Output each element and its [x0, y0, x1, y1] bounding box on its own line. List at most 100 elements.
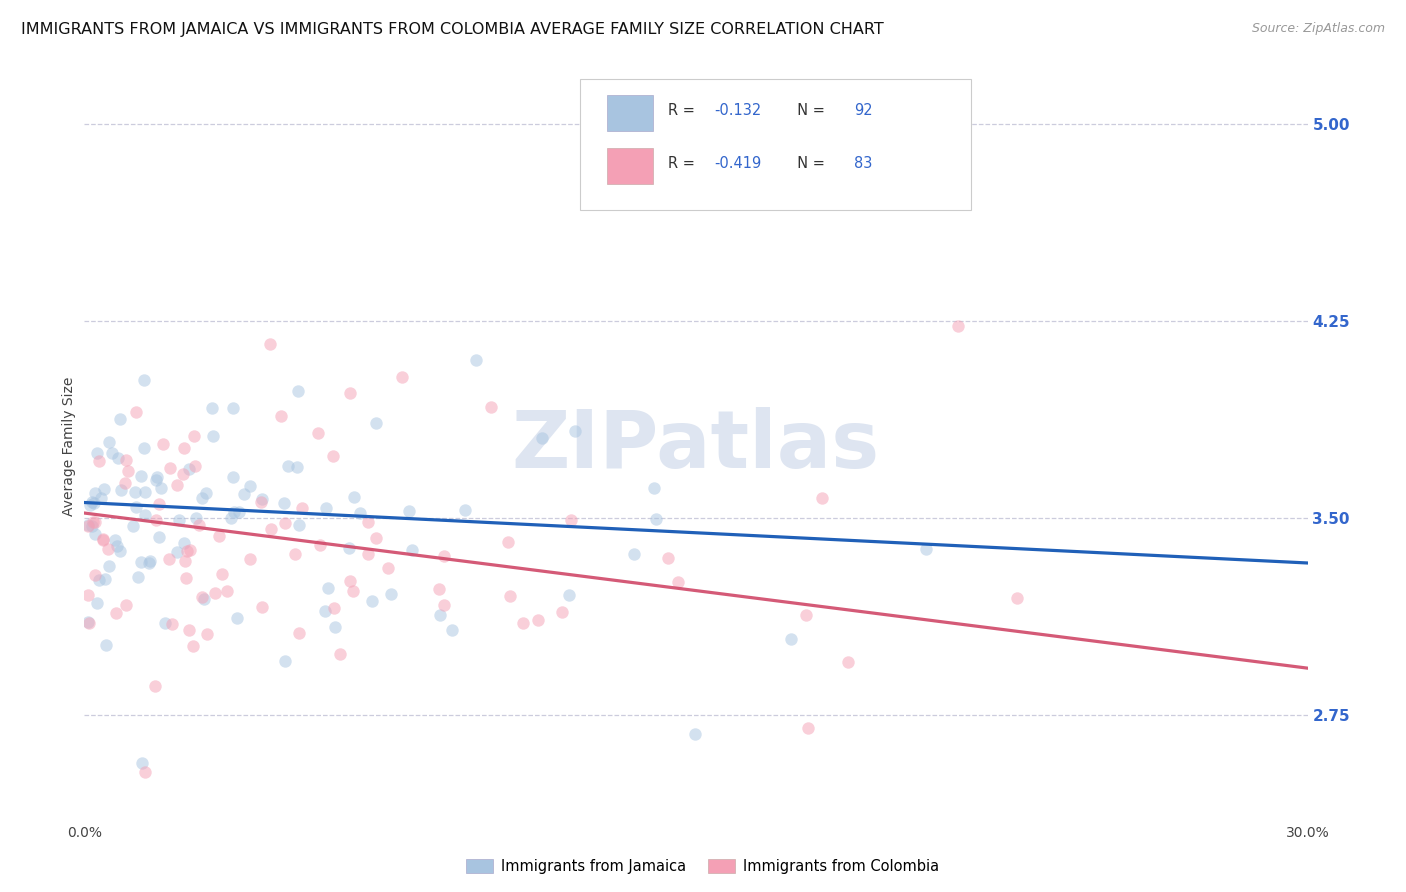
- Point: [84, 526, 107, 541]
- Point: [657, 550, 679, 565]
- Point: [114, 599, 136, 613]
- Point: [644, 512, 666, 526]
- Point: [837, 655, 859, 669]
- Point: [322, 449, 344, 463]
- Point: [496, 535, 519, 549]
- Point: [132, 441, 155, 455]
- Point: [915, 541, 938, 556]
- Point: [433, 549, 456, 564]
- Point: [177, 623, 200, 637]
- Point: [82, 519, 104, 533]
- Point: [132, 373, 155, 387]
- Point: [270, 409, 292, 423]
- Text: -0.132: -0.132: [714, 103, 762, 118]
- FancyBboxPatch shape: [606, 95, 654, 131]
- Y-axis label: Average Family Size: Average Family Size: [62, 376, 76, 516]
- Point: [285, 460, 308, 475]
- Point: [398, 504, 420, 518]
- Point: [89, 453, 111, 467]
- Point: [138, 556, 160, 570]
- Point: [104, 533, 127, 548]
- Point: [184, 510, 207, 524]
- Text: N =: N =: [787, 156, 830, 171]
- Point: [122, 518, 145, 533]
- Point: [228, 505, 250, 519]
- Point: [77, 616, 100, 631]
- Point: [797, 721, 820, 735]
- Point: [364, 416, 387, 430]
- Point: [315, 500, 337, 515]
- Point: [564, 424, 586, 438]
- Point: [211, 567, 233, 582]
- Point: [551, 605, 574, 619]
- Text: ZIPatlas: ZIPatlas: [512, 407, 880, 485]
- Point: [179, 542, 201, 557]
- Point: [181, 640, 204, 654]
- Point: [202, 429, 225, 443]
- Point: [215, 584, 238, 599]
- Point: [110, 483, 132, 498]
- Point: [193, 591, 215, 606]
- Point: [101, 446, 124, 460]
- Point: [77, 615, 100, 630]
- Point: [357, 547, 380, 561]
- Point: [222, 401, 245, 415]
- Point: [148, 497, 170, 511]
- Point: [530, 431, 553, 445]
- Point: [97, 541, 120, 556]
- Text: R =: R =: [668, 103, 699, 118]
- Point: [94, 638, 117, 652]
- Point: [153, 615, 176, 630]
- Point: [89, 573, 111, 587]
- Point: [97, 435, 120, 450]
- Point: [560, 513, 582, 527]
- Point: [323, 601, 346, 615]
- Point: [225, 611, 247, 625]
- Point: [79, 498, 101, 512]
- Point: [108, 544, 131, 558]
- Point: [173, 535, 195, 549]
- Text: R =: R =: [668, 156, 699, 171]
- Point: [323, 620, 346, 634]
- Point: [172, 467, 194, 482]
- Point: [134, 485, 156, 500]
- Point: [134, 764, 156, 779]
- Point: [149, 481, 172, 495]
- Point: [145, 469, 167, 483]
- Point: [77, 588, 100, 602]
- Point: [683, 727, 706, 741]
- Point: [107, 451, 129, 466]
- Point: [145, 513, 167, 527]
- Point: [427, 582, 450, 596]
- Point: [104, 606, 127, 620]
- Point: [377, 561, 399, 575]
- Point: [191, 491, 214, 505]
- Point: [117, 464, 139, 478]
- Point: [288, 626, 311, 640]
- Point: [527, 614, 550, 628]
- Point: [643, 481, 665, 495]
- Point: [204, 586, 226, 600]
- Point: [499, 589, 522, 603]
- Point: [86, 445, 108, 459]
- Point: [343, 490, 366, 504]
- Point: [174, 554, 197, 568]
- Point: [190, 590, 212, 604]
- Point: [361, 594, 384, 608]
- Point: [274, 654, 297, 668]
- Point: [84, 486, 107, 500]
- Point: [77, 517, 100, 532]
- Point: [316, 581, 339, 595]
- Point: [391, 370, 413, 384]
- Point: [339, 386, 361, 401]
- Point: [177, 462, 200, 476]
- Point: [329, 647, 352, 661]
- Point: [794, 608, 817, 623]
- Point: [623, 547, 645, 561]
- Point: [208, 529, 231, 543]
- Point: [232, 487, 254, 501]
- Point: [83, 568, 105, 582]
- Point: [287, 384, 309, 398]
- Point: [129, 469, 152, 483]
- Point: [125, 500, 148, 515]
